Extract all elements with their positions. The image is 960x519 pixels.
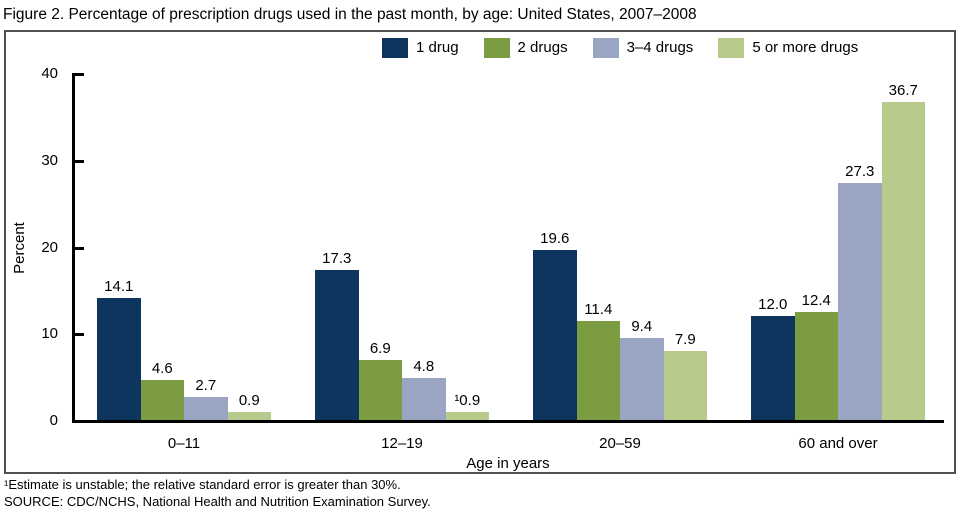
plot-area: 0 10 20 30 40 14.1 17.3 19.6 12.0 4.6 6.9 11.4 12.4 2… <box>6 32 954 472</box>
bar-value-label: 17.3 <box>322 249 352 267</box>
legend-item-label: 1 drug <box>416 39 459 56</box>
chart-legend: 1 drug 2 drugs 3–4 drugs 5 or more drugs <box>382 38 858 58</box>
chart-frame: 1 drug 2 drugs 3–4 drugs 5 or more drugs Pe… <box>4 30 956 474</box>
bar-value-label: 4.8 <box>413 358 435 376</box>
bar-value-label: 4.6 <box>151 360 173 378</box>
bar <box>227 412 271 420</box>
bar <box>881 101 925 420</box>
legend-item-label: 2 drugs <box>517 39 568 56</box>
bar-value-label: 6.9 <box>369 340 391 358</box>
y-tick-mark <box>72 333 84 337</box>
y-axis-line <box>72 73 75 423</box>
bar-value-label: 27.3 <box>845 163 875 181</box>
x-category-label: 20–59 <box>599 435 641 452</box>
bar-value-label: 14.1 <box>104 277 134 295</box>
bar-value-label: 36.7 <box>888 81 918 99</box>
bar <box>838 183 882 420</box>
bar <box>533 249 577 420</box>
bar-value-label: 9.4 <box>631 318 653 336</box>
legend-swatch-icon <box>382 38 408 58</box>
legend-item: 1 drug <box>382 38 459 58</box>
bar-value-label: 12.0 <box>758 295 788 313</box>
bar <box>576 321 620 420</box>
bar <box>315 269 359 420</box>
x-axis-line <box>72 420 944 423</box>
bar <box>184 396 228 420</box>
legend-item: 5 or more drugs <box>718 38 858 58</box>
bar-value-label: 0.9 <box>238 392 260 410</box>
x-category-label: 12–19 <box>381 435 423 452</box>
legend-item: 2 drugs <box>483 38 568 58</box>
bar-value-label: 11.4 <box>584 301 613 319</box>
bar <box>97 297 141 420</box>
legend-item-label: 3–4 drugs <box>626 39 694 56</box>
bar-value-label: 19.6 <box>540 229 570 247</box>
bar <box>445 412 489 420</box>
y-tick-mark <box>72 73 84 76</box>
x-axis-title: Age in years <box>466 455 550 472</box>
footnote-source: SOURCE: CDC/NCHS, National Health and Nu… <box>4 494 431 509</box>
bar <box>794 312 838 420</box>
bar-value-label: ¹0.9 <box>454 392 481 410</box>
y-tick-mark <box>72 246 84 250</box>
figure-title: Figure 2. Percentage of prescription dru… <box>3 6 697 23</box>
y-tick-label: 0 <box>49 412 58 429</box>
legend-item-label: 5 or more drugs <box>752 39 859 56</box>
legend-swatch-icon <box>718 38 745 58</box>
y-tick-label: 30 <box>41 151 58 169</box>
bar <box>751 315 795 420</box>
footnote-estimate-note: ¹Estimate is unstable; the relative stan… <box>4 477 401 492</box>
bar <box>402 378 446 420</box>
bar <box>358 360 402 420</box>
y-tick-label: 10 <box>41 325 58 343</box>
bar-value-label: 12.4 <box>801 292 831 310</box>
x-category-label: 60 and over <box>798 435 878 452</box>
bar <box>663 351 707 420</box>
legend-swatch-icon <box>592 38 619 58</box>
y-tick-label: 40 <box>41 65 58 82</box>
y-tick-mark <box>72 159 84 163</box>
y-tick-label: 20 <box>41 238 58 256</box>
x-category-label: 0–11 <box>167 435 201 452</box>
bar <box>140 380 184 420</box>
bar-value-label: 2.7 <box>195 376 217 394</box>
legend-swatch-icon <box>483 38 510 58</box>
legend-item: 3–4 drugs <box>592 38 694 58</box>
bar <box>620 338 664 420</box>
bar-value-label: 7.9 <box>674 331 696 349</box>
